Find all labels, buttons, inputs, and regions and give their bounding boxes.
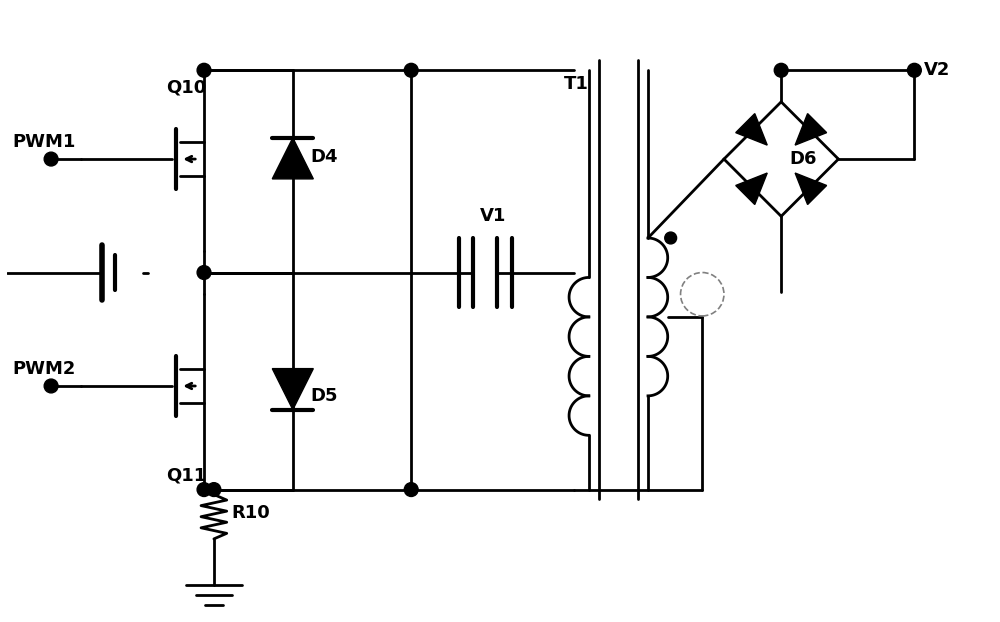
Circle shape [207, 483, 221, 496]
Text: D5: D5 [311, 387, 338, 405]
Text: V2: V2 [924, 62, 951, 79]
Text: T1: T1 [564, 75, 589, 93]
Text: Q11: Q11 [167, 466, 207, 485]
Text: D4: D4 [311, 147, 338, 165]
Text: PWM1: PWM1 [13, 133, 76, 151]
Polygon shape [795, 173, 827, 205]
Polygon shape [272, 369, 313, 410]
Circle shape [774, 63, 788, 77]
Polygon shape [795, 114, 827, 145]
Circle shape [197, 63, 211, 77]
Polygon shape [736, 173, 767, 205]
Circle shape [197, 266, 211, 279]
Polygon shape [736, 114, 767, 145]
Circle shape [44, 379, 58, 393]
Circle shape [197, 483, 211, 496]
Circle shape [44, 152, 58, 166]
Text: D6: D6 [789, 150, 817, 168]
Text: Q10: Q10 [167, 78, 207, 96]
Circle shape [665, 232, 677, 244]
Text: V1: V1 [480, 207, 506, 225]
Circle shape [404, 63, 418, 77]
Text: R10: R10 [232, 504, 270, 522]
Circle shape [404, 483, 418, 496]
Circle shape [907, 63, 921, 77]
Text: PWM2: PWM2 [13, 360, 76, 378]
Polygon shape [272, 138, 313, 179]
